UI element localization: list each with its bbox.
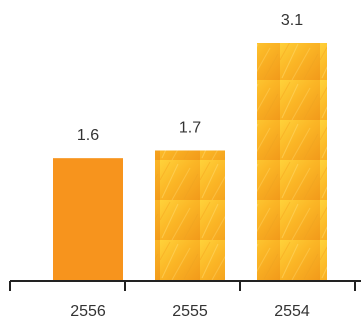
data-label-2554: 3.1 — [281, 12, 303, 29]
bars-layer — [53, 43, 327, 281]
x-axis: 2556 2555 2554 — [9, 280, 361, 320]
bar-2554 — [257, 43, 327, 281]
bar-2556 — [53, 158, 123, 281]
data-label-2555: 1.7 — [179, 119, 201, 136]
data-labels-layer: 1.6 1.7 3.1 — [77, 12, 303, 144]
x-tick-label-2555: 2555 — [172, 303, 208, 320]
data-label-2556: 1.6 — [77, 127, 99, 144]
x-tick-label-2556: 2556 — [70, 303, 106, 320]
bar-2555 — [155, 150, 225, 281]
x-tick-label-2554: 2554 — [274, 303, 310, 320]
